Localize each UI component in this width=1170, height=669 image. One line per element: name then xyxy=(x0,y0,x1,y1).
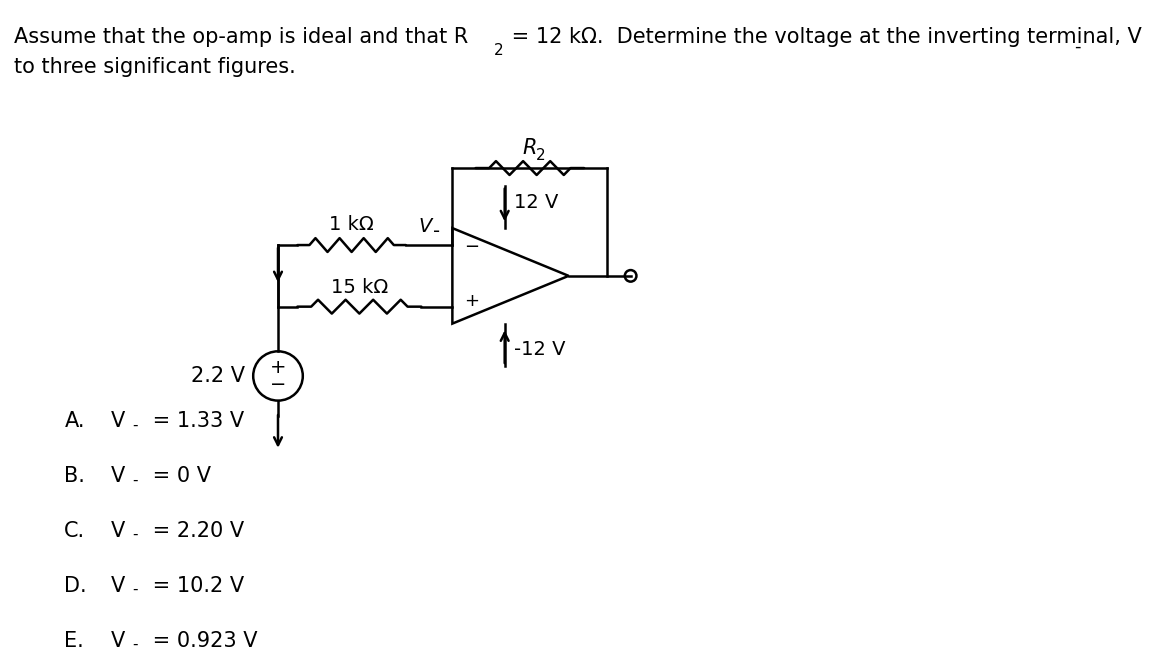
Text: = 0.923 V: = 0.923 V xyxy=(146,631,257,651)
Text: 2: 2 xyxy=(536,149,545,163)
Text: 12 V: 12 V xyxy=(514,193,558,212)
Text: 2: 2 xyxy=(494,43,503,58)
Text: V: V xyxy=(111,521,125,541)
Text: -: - xyxy=(433,222,440,242)
Text: -: - xyxy=(132,527,138,542)
Text: -: - xyxy=(132,472,138,487)
Text: −: − xyxy=(270,375,287,394)
Text: = 1.33 V: = 1.33 V xyxy=(146,411,245,432)
Text: = 0 V: = 0 V xyxy=(146,466,212,486)
Text: B.: B. xyxy=(64,466,85,486)
Text: V: V xyxy=(111,576,125,596)
Text: -: - xyxy=(132,582,138,597)
Text: A.: A. xyxy=(64,411,85,432)
Text: V: V xyxy=(111,466,125,486)
Text: -: - xyxy=(132,417,138,432)
Text: V: V xyxy=(111,411,125,432)
Text: 1 kΩ: 1 kΩ xyxy=(329,215,374,234)
Text: V: V xyxy=(419,217,432,235)
Text: −: − xyxy=(464,238,480,256)
Text: E.: E. xyxy=(64,631,84,651)
Text: D.: D. xyxy=(64,576,87,596)
Text: = 12 kΩ.  Determine the voltage at the inverting terminal, V: = 12 kΩ. Determine the voltage at the in… xyxy=(505,27,1142,47)
Text: -12 V: -12 V xyxy=(514,339,565,359)
Text: to three significant figures.: to three significant figures. xyxy=(14,57,296,77)
Text: +: + xyxy=(270,358,287,377)
Text: V: V xyxy=(111,631,125,651)
Text: R: R xyxy=(523,138,537,158)
Text: = 10.2 V: = 10.2 V xyxy=(146,576,245,596)
Text: -: - xyxy=(1074,38,1081,56)
Text: C.: C. xyxy=(64,521,85,541)
Text: 2.2 V: 2.2 V xyxy=(192,366,246,386)
Text: +: + xyxy=(464,292,480,310)
Text: Assume that the op-amp is ideal and that R: Assume that the op-amp is ideal and that… xyxy=(14,27,468,47)
Text: = 2.20 V: = 2.20 V xyxy=(146,521,245,541)
Text: -: - xyxy=(132,637,138,652)
Text: 15 kΩ: 15 kΩ xyxy=(331,278,388,296)
